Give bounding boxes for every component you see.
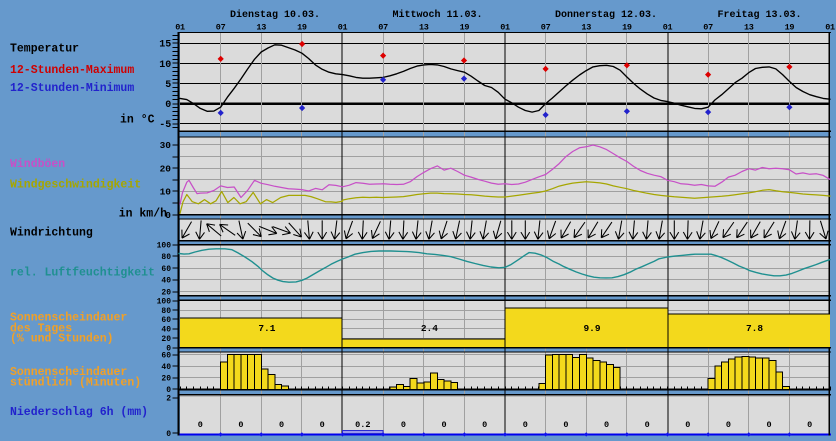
svg-text:7.1: 7.1 (258, 323, 275, 334)
svg-text:Niederschlag 6h (mm): Niederschlag 6h (mm) (10, 406, 148, 419)
svg-text:5: 5 (165, 80, 171, 91)
svg-text:Windrichtung: Windrichtung (10, 227, 93, 240)
svg-text:-5: -5 (159, 120, 171, 131)
svg-text:19: 19 (622, 23, 632, 33)
svg-text:60: 60 (161, 265, 171, 274)
svg-text:Dienstag 10.03.: Dienstag 10.03. (230, 9, 320, 21)
svg-text:19: 19 (297, 23, 307, 33)
svg-text:Temperatur: Temperatur (10, 42, 79, 55)
svg-text:30: 30 (160, 140, 172, 151)
svg-text:01: 01 (500, 23, 510, 33)
svg-text:0: 0 (198, 420, 203, 430)
svg-text:0: 0 (166, 386, 171, 395)
svg-text:01: 01 (338, 23, 348, 33)
svg-text:15: 15 (159, 40, 171, 51)
svg-text:13: 13 (256, 23, 266, 33)
svg-text:100: 100 (157, 297, 172, 306)
svg-text:0: 0 (604, 420, 609, 430)
svg-text:Freitag 13.03.: Freitag 13.03. (718, 9, 802, 21)
svg-text:19: 19 (460, 23, 470, 33)
svg-text:01: 01 (663, 23, 673, 33)
svg-text:20: 20 (161, 335, 171, 344)
svg-text:0: 0 (401, 420, 406, 430)
svg-text:12-Stunden-Maximum: 12-Stunden-Maximum (10, 64, 134, 77)
svg-text:12-Stunden-Minimum: 12-Stunden-Minimum (10, 82, 134, 95)
svg-text:40: 40 (161, 326, 171, 335)
svg-text:10: 10 (160, 187, 172, 198)
svg-text:0: 0 (645, 420, 650, 430)
svg-text:07: 07 (378, 23, 388, 33)
svg-text:0: 0 (807, 420, 812, 430)
svg-text:0: 0 (166, 344, 171, 353)
svg-text:2: 2 (166, 394, 171, 403)
svg-text:20: 20 (161, 288, 171, 297)
svg-text:19: 19 (785, 23, 795, 33)
svg-text:0: 0 (685, 420, 690, 430)
svg-text:Donnerstag 12.03.: Donnerstag 12.03. (555, 10, 657, 21)
svg-text:0: 0 (166, 430, 171, 439)
svg-text:07: 07 (541, 23, 551, 33)
svg-text:0: 0 (279, 420, 284, 430)
svg-text:0.2: 0.2 (355, 420, 370, 430)
svg-text:(% und Stunden): (% und Stunden) (10, 332, 114, 345)
svg-text:Sonnenscheindauer: Sonnenscheindauer (10, 366, 127, 379)
svg-text:0: 0 (320, 420, 325, 430)
svg-text:in km/h: in km/h (119, 208, 167, 221)
svg-text:9.9: 9.9 (583, 323, 600, 334)
svg-text:stündlich (Minuten): stündlich (Minuten) (10, 377, 141, 390)
svg-text:60: 60 (161, 351, 171, 360)
svg-text:80: 80 (161, 307, 171, 316)
svg-text:0: 0 (563, 420, 568, 430)
svg-text:0: 0 (767, 420, 772, 430)
svg-text:07: 07 (703, 23, 713, 33)
svg-text:40: 40 (161, 277, 171, 286)
svg-text:Mittwoch 11.03.: Mittwoch 11.03. (393, 9, 483, 21)
svg-text:2.4: 2.4 (421, 323, 438, 334)
svg-text:80: 80 (161, 253, 171, 262)
svg-text:13: 13 (419, 23, 429, 33)
svg-text:0: 0 (238, 420, 243, 430)
svg-text:Windgeschwindigkeit: Windgeschwindigkeit (10, 179, 141, 192)
svg-text:0: 0 (165, 100, 171, 111)
svg-text:rel. Luftfeuchtigkeit: rel. Luftfeuchtigkeit (10, 267, 155, 280)
svg-text:13: 13 (744, 23, 754, 33)
svg-text:0: 0 (523, 420, 528, 430)
svg-text:Windböen: Windböen (10, 158, 65, 171)
svg-text:Sonnenscheindauer: Sonnenscheindauer (10, 312, 127, 325)
svg-text:07: 07 (216, 23, 226, 33)
svg-text:0: 0 (482, 420, 487, 430)
svg-text:01: 01 (825, 23, 835, 33)
svg-text:60: 60 (161, 316, 171, 325)
svg-text:20: 20 (161, 375, 171, 384)
svg-text:0: 0 (726, 420, 731, 430)
svg-text:13: 13 (581, 23, 591, 33)
svg-text:0: 0 (442, 420, 447, 430)
svg-text:40: 40 (161, 363, 171, 372)
svg-text:7.8: 7.8 (746, 323, 763, 334)
svg-text:01: 01 (175, 23, 185, 33)
svg-text:100: 100 (157, 242, 172, 251)
svg-text:des Tages: des Tages (10, 322, 72, 335)
svg-text:10: 10 (159, 60, 171, 71)
svg-text:20: 20 (160, 163, 172, 174)
svg-text:in °C: in °C (120, 113, 155, 126)
svg-text:0: 0 (165, 210, 171, 221)
